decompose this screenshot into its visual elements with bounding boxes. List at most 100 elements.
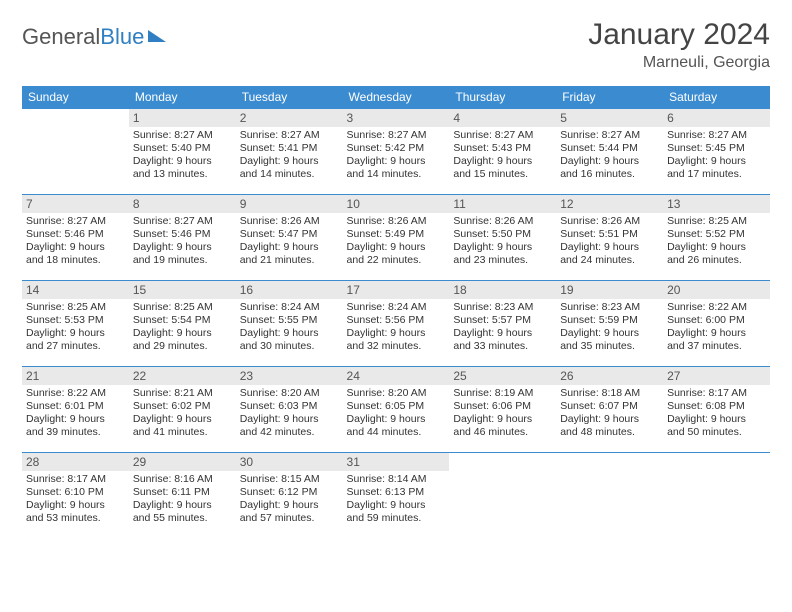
- calendar-cell: 3Sunrise: 8:27 AMSunset: 5:42 PMDaylight…: [343, 109, 450, 195]
- day-number: 24: [343, 367, 450, 385]
- day-number: 17: [343, 281, 450, 299]
- daylight-line: Daylight: 9 hours and 55 minutes.: [133, 499, 232, 525]
- sunset-line: Sunset: 6:12 PM: [240, 486, 339, 499]
- calendar-cell: 15Sunrise: 8:25 AMSunset: 5:54 PMDayligh…: [129, 281, 236, 367]
- day-number: 18: [449, 281, 556, 299]
- day-header: Friday: [556, 86, 663, 109]
- daylight-line: Daylight: 9 hours and 21 minutes.: [240, 241, 339, 267]
- brand-name-a: General: [22, 24, 100, 49]
- daylight-line: Daylight: 9 hours and 39 minutes.: [26, 413, 125, 439]
- sunrise-line: Sunrise: 8:23 AM: [453, 301, 552, 314]
- sunrise-line: Sunrise: 8:26 AM: [453, 215, 552, 228]
- day-header: Thursday: [449, 86, 556, 109]
- daylight-line: Daylight: 9 hours and 30 minutes.: [240, 327, 339, 353]
- sunrise-line: Sunrise: 8:23 AM: [560, 301, 659, 314]
- calendar-cell: 29Sunrise: 8:16 AMSunset: 6:11 PMDayligh…: [129, 453, 236, 539]
- sunrise-line: Sunrise: 8:27 AM: [133, 129, 232, 142]
- calendar-cell: 30 Sunrise: 8:15 AMSunset: 6:12 PMDayligh…: [236, 453, 343, 539]
- day-header: Saturday: [663, 86, 770, 109]
- day-number: 9: [236, 195, 343, 213]
- daylight-line: Daylight: 9 hours and 32 minutes.: [347, 327, 446, 353]
- calendar-cell: 5Sunrise: 8:27 AMSunset: 5:44 PMDaylight…: [556, 109, 663, 195]
- daylight-line: Daylight: 9 hours and 14 minutes.: [347, 155, 446, 181]
- location-label: Marneuli, Georgia: [588, 54, 770, 72]
- calendar-cell: 16 Sunrise: 8:24 AMSunset: 5:55 PMDayligh…: [236, 281, 343, 367]
- day-number: 10: [343, 195, 450, 213]
- day-header: Wednesday: [343, 86, 450, 109]
- daylight-line: Daylight: 9 hours and 57 minutes.: [240, 499, 339, 525]
- day-number: 27: [663, 367, 770, 385]
- daylight-line: Daylight: 9 hours and 37 minutes.: [667, 327, 766, 353]
- sunrise-line: Sunrise: 8:27 AM: [133, 215, 232, 228]
- calendar-cell: 14Sunrise: 8:25 AMSunset: 5:53 PMDayligh…: [22, 281, 129, 367]
- sunrise-line: Sunrise: 8:20 AM: [240, 387, 339, 400]
- daylight-line: Daylight: 9 hours and 17 minutes.: [667, 155, 766, 181]
- sunset-line: Sunset: 6:07 PM: [560, 400, 659, 413]
- sunset-line: Sunset: 5:55 PM: [240, 314, 339, 327]
- sunset-line: Sunset: 6:10 PM: [26, 486, 125, 499]
- daylight-line: Daylight: 9 hours and 19 minutes.: [133, 241, 232, 267]
- sunrise-line: Sunrise: 8:15 AM: [240, 473, 339, 486]
- sunset-line: Sunset: 5:46 PM: [133, 228, 232, 241]
- sunrise-line: Sunrise: 8:27 AM: [453, 129, 552, 142]
- sunset-line: Sunset: 5:45 PM: [667, 142, 766, 155]
- calendar-week: 28 Sunrise: 8:17 AMSunset: 6:10 PM Dayligh…: [22, 453, 770, 539]
- daylight-line: Daylight: 9 hours and 44 minutes.: [347, 413, 446, 439]
- daylight-line: Daylight: 9 hours and 22 minutes.: [347, 241, 446, 267]
- sunset-line: Sunset: 5:51 PM: [560, 228, 659, 241]
- day-number: 11: [449, 195, 556, 213]
- calendar-cell: 13Sunrise: 8:25 AMSunset: 5:52 PMDayligh…: [663, 195, 770, 281]
- calendar-cell: 9Sunrise: 8:26 AMSunset: 5:47 PMDaylight…: [236, 195, 343, 281]
- sunset-line: Sunset: 6:01 PM: [26, 400, 125, 413]
- sunrise-line: Sunrise: 8:25 AM: [26, 301, 125, 314]
- sunrise-line: Sunrise: 8:22 AM: [667, 301, 766, 314]
- sunset-line: Sunset: 5:57 PM: [453, 314, 552, 327]
- sunrise-line: Sunrise: 8:17 AM: [26, 473, 125, 486]
- sunrise-line: Sunrise: 8:24 AM: [240, 301, 339, 314]
- brand-name: GeneralBlue: [22, 24, 144, 50]
- day-number: 23: [236, 367, 343, 385]
- sunrise-line: Sunrise: 8:24 AM: [347, 301, 446, 314]
- day-number: 26: [556, 367, 663, 385]
- daylight-line: Daylight: 9 hours and 46 minutes.: [453, 413, 552, 439]
- calendar-table: SundayMondayTuesdayWednesdayThursdayFrid…: [22, 86, 770, 539]
- calendar-cell: 26Sunrise: 8:18 AMSunset: 6:07 PMDayligh…: [556, 367, 663, 453]
- brand-logo: GeneralBlue: [22, 18, 166, 50]
- calendar-week: 21Sunrise: 8:22 AMSunset: 6:01 PMDayligh…: [22, 367, 770, 453]
- page-header: GeneralBlue January 2024 Marneuli, Georg…: [22, 18, 770, 72]
- daylight-line: Daylight: 9 hours and 42 minutes.: [240, 413, 339, 439]
- day-number: 20: [663, 281, 770, 299]
- day-number: 4: [449, 109, 556, 127]
- sunrise-line: Sunrise: 8:21 AM: [133, 387, 232, 400]
- day-number: 8: [129, 195, 236, 213]
- calendar-cell: [22, 109, 129, 195]
- day-number: 6: [663, 109, 770, 127]
- calendar-cell: 25Sunrise: 8:19 AMSunset: 6:06 PMDayligh…: [449, 367, 556, 453]
- calendar-cell: [556, 453, 663, 539]
- sunrise-line: Sunrise: 8:27 AM: [667, 129, 766, 142]
- calendar-cell: 24Sunrise: 8:20 AMSunset: 6:05 PMDayligh…: [343, 367, 450, 453]
- sunset-line: Sunset: 5:56 PM: [347, 314, 446, 327]
- calendar-body: 1Sunrise: 8:27 AMSunset: 5:40 PMDaylight…: [22, 109, 770, 539]
- calendar-cell: 10Sunrise: 8:26 AMSunset: 5:49 PMDayligh…: [343, 195, 450, 281]
- day-number: 1: [129, 109, 236, 127]
- daylight-line: Daylight: 9 hours and 59 minutes.: [347, 499, 446, 525]
- sunrise-line: Sunrise: 8:27 AM: [240, 129, 339, 142]
- sunset-line: Sunset: 5:54 PM: [133, 314, 232, 327]
- brand-name-b: Blue: [100, 24, 144, 49]
- calendar-cell: [449, 453, 556, 539]
- sunset-line: Sunset: 5:53 PM: [26, 314, 125, 327]
- daylight-line: Daylight: 9 hours and 24 minutes.: [560, 241, 659, 267]
- calendar-cell: 7Sunrise: 8:27 AMSunset: 5:46 PMDaylight…: [22, 195, 129, 281]
- calendar-week: 14Sunrise: 8:25 AMSunset: 5:53 PMDayligh…: [22, 281, 770, 367]
- day-number: 28: [22, 453, 129, 471]
- day-number: 19: [556, 281, 663, 299]
- month-title: January 2024: [588, 18, 770, 52]
- day-number: 30: [236, 453, 343, 471]
- daylight-line: Daylight: 9 hours and 27 minutes.: [26, 327, 125, 353]
- day-number: 16: [236, 281, 343, 299]
- sunset-line: Sunset: 6:00 PM: [667, 314, 766, 327]
- day-number: 13: [663, 195, 770, 213]
- sunset-line: Sunset: 5:49 PM: [347, 228, 446, 241]
- sunrise-line: Sunrise: 8:19 AM: [453, 387, 552, 400]
